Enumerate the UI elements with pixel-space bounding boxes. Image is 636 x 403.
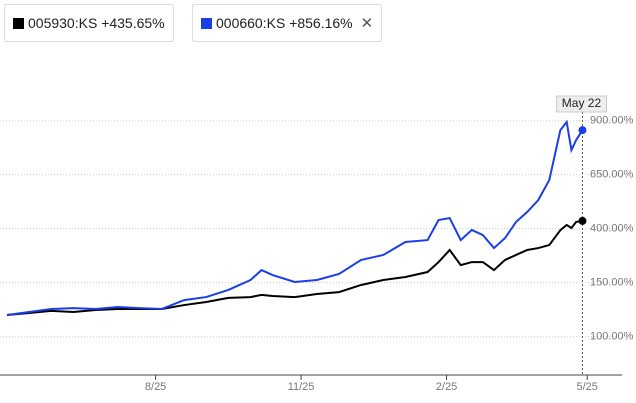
remove-icon[interactable]: ✕	[360, 15, 374, 32]
legend-swatch	[201, 17, 212, 29]
x-tick-label: 2/25	[436, 381, 457, 393]
x-tick-label: 8/25	[145, 381, 166, 393]
legend-swatch	[13, 17, 24, 29]
legend-change: +435.65%	[101, 15, 165, 31]
legend-label: 005930:KS	[28, 15, 98, 31]
y-tick-label: 100.00%	[590, 330, 634, 342]
legend-item[interactable]: 005930:KS +435.65%	[4, 4, 174, 42]
series-line	[6, 219, 583, 316]
cursor-label: May 22	[562, 96, 602, 110]
y-tick-label: 400.00%	[590, 223, 634, 235]
end-dot	[578, 216, 587, 225]
cursor-box	[555, 95, 607, 113]
series-line	[6, 119, 584, 316]
legend-item[interactable]: 000660:KS +856.16% ✕	[192, 4, 383, 42]
y-tick-label: 900.00%	[590, 115, 634, 127]
end-dot	[578, 126, 587, 135]
x-tick-label: 11/25	[288, 381, 315, 393]
x-tick-label: 5/25	[577, 381, 598, 393]
y-tick-label: 650.00%	[590, 169, 634, 181]
legend-label: 000660:KS	[216, 15, 286, 31]
legend-change: +856.16%	[289, 15, 353, 31]
y-tick-label: 150.00%	[590, 277, 634, 289]
